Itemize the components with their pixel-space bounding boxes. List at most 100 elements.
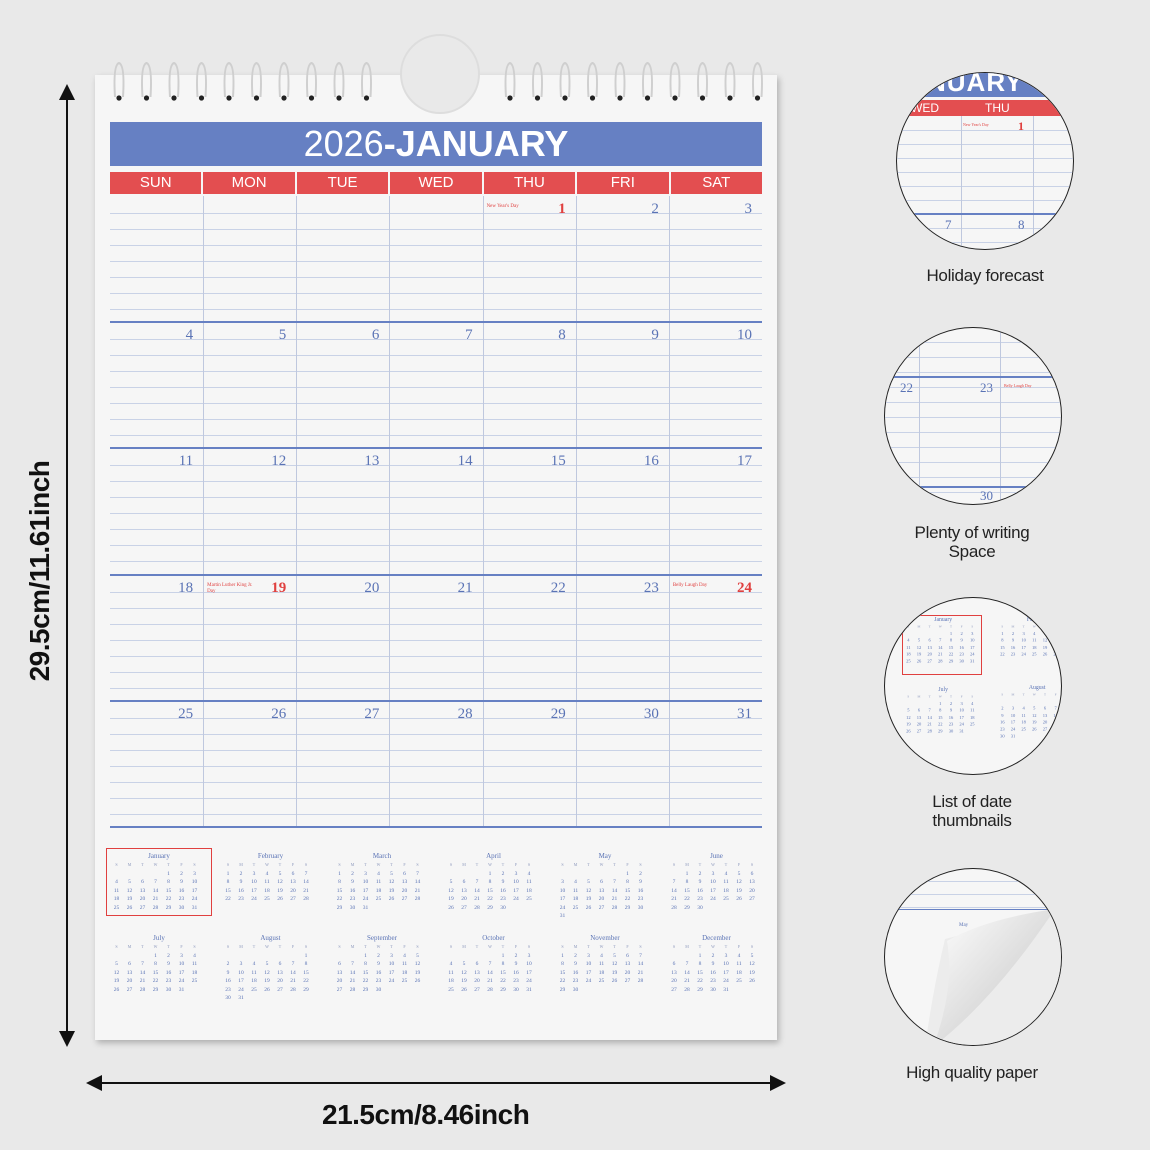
day-cell[interactable]: 27	[296, 702, 390, 827]
day-cell[interactable]: 3	[668, 198, 762, 323]
mini-day: 5	[462, 961, 466, 967]
mini-weekday: S	[338, 944, 341, 949]
day-cell[interactable]: 29	[482, 702, 576, 827]
day-cell[interactable]	[296, 198, 390, 323]
day-cell[interactable]: 26	[203, 702, 297, 827]
day-cell[interactable]: 31	[668, 702, 762, 827]
day-cell[interactable]: 2	[575, 198, 669, 323]
day-cell[interactable]: 1 New Year's Day	[482, 198, 576, 323]
day-cell[interactable]: 23	[575, 576, 669, 701]
mini-weekday: W	[938, 624, 942, 629]
mini-day: 19	[448, 896, 454, 902]
mini-month-may: May S M T W T F S 1 2 3 4 5 6 7 8 9 10 11 12 13 14 15 16 17 18 19 2…	[556, 852, 654, 921]
day-cell[interactable]: 8	[482, 324, 576, 449]
mini-day: 23	[959, 652, 964, 657]
mini-day: 31	[191, 904, 198, 911]
day-cell[interactable]: 7	[389, 324, 483, 449]
day-cell[interactable]: 19 Martin Luther King Jr. Day	[203, 576, 297, 701]
mini-day	[997, 698, 1008, 705]
day-cell[interactable]: 6	[296, 324, 390, 449]
mini-day: 9	[501, 879, 505, 885]
day-cell[interactable]: 24 Belly Laugh Day	[668, 576, 762, 701]
day-cell[interactable]: 25	[110, 702, 204, 827]
mini-day: 26	[749, 978, 755, 984]
mini-day: 11	[723, 879, 729, 885]
mini-day: 11	[1021, 713, 1026, 719]
mini-day	[903, 700, 914, 707]
mini-day: 5	[1043, 631, 1047, 637]
mini-day: 28	[1053, 727, 1058, 732]
mini-day	[411, 986, 424, 995]
mini-weekday: M	[462, 944, 466, 949]
day-cell[interactable]	[110, 198, 204, 323]
mini-day: 11	[375, 879, 382, 885]
day-cell[interactable]: 13	[296, 450, 390, 575]
day-cell[interactable]: 15	[482, 450, 576, 575]
mini-day: 4	[724, 870, 728, 877]
mini-weekday: F	[514, 862, 518, 867]
mini-day	[746, 986, 759, 995]
day-cell[interactable]: 10	[668, 324, 762, 449]
day-cell[interactable]: 16	[575, 450, 669, 575]
mini-day	[621, 986, 634, 995]
day-cell[interactable]: 18	[110, 576, 204, 701]
day-cell[interactable]: 21	[389, 576, 483, 701]
mini-day: 2	[949, 701, 953, 707]
mini-weekday: S	[449, 862, 453, 867]
day-cell[interactable]: 20	[296, 576, 390, 701]
mini-day: 17	[178, 969, 185, 976]
day-cell[interactable]: 9	[575, 324, 669, 449]
mini-weekday: S	[639, 862, 642, 867]
mini-day: 10	[513, 879, 519, 885]
day-cell[interactable]: 28	[389, 702, 483, 827]
mini-day	[274, 952, 287, 961]
mini-weekday: S	[750, 944, 754, 949]
mini-day: 31	[959, 729, 964, 734]
mini-day: 26	[113, 986, 120, 993]
day-cell[interactable]	[389, 198, 483, 323]
mini-day: 27	[927, 659, 932, 664]
mini-weekday: T	[141, 944, 144, 949]
mini-weekday: T	[587, 944, 590, 949]
day-cell[interactable]	[203, 198, 297, 323]
day-cell[interactable]: 17	[668, 450, 762, 575]
writing-space-label: Plenty of writing Space	[882, 523, 1062, 561]
day-cell[interactable]: 4	[110, 324, 204, 449]
mini-day: 17	[559, 896, 566, 902]
mini-day: 9	[1011, 638, 1015, 644]
mini-weekday: W	[153, 944, 158, 949]
mini-weekday: S	[226, 862, 230, 867]
day-cell[interactable]: 14	[389, 450, 483, 575]
day-cell[interactable]: 5	[203, 324, 297, 449]
mini-day: 11	[251, 969, 257, 976]
day-cell[interactable]: 12	[203, 450, 297, 575]
mini-day: 28	[611, 904, 618, 911]
mini-day: 24	[959, 722, 964, 727]
mini-day: 12	[448, 887, 454, 894]
mini-day: 19	[461, 978, 467, 984]
mini-weekday: F	[403, 944, 406, 949]
mini-day: 3	[364, 870, 367, 877]
month-grid: 1 New Year's Day 2 3 4 5 6 7 8 9 10 11 12 13 14 15 16 17 1…	[110, 196, 762, 828]
day-cell[interactable]: 11	[110, 450, 204, 575]
day-cell[interactable]: 22	[482, 576, 576, 701]
zoom-date-30: 30	[980, 488, 993, 503]
day-cell[interactable]: 30	[575, 702, 669, 827]
mini-day: 19	[1042, 645, 1048, 651]
mini-day: 12	[277, 879, 283, 885]
mini-day: 28	[684, 986, 690, 993]
mini-day: 6	[1043, 706, 1047, 712]
mini-day: 12	[414, 961, 421, 967]
mini-weekday: S	[115, 862, 118, 867]
mini-day: 11	[526, 879, 532, 885]
day-number: 1	[558, 201, 566, 217]
mini-weekday: M	[350, 862, 355, 867]
mini-day: 8	[698, 961, 702, 967]
day-number: 10	[736, 327, 752, 344]
mini-day: 20	[1053, 645, 1058, 651]
mini-weekday: T	[698, 862, 702, 867]
mini-day: 9	[960, 638, 963, 644]
column-divider	[575, 196, 577, 827]
mini-day: 15	[1000, 645, 1005, 651]
mini-day	[300, 994, 313, 1003]
